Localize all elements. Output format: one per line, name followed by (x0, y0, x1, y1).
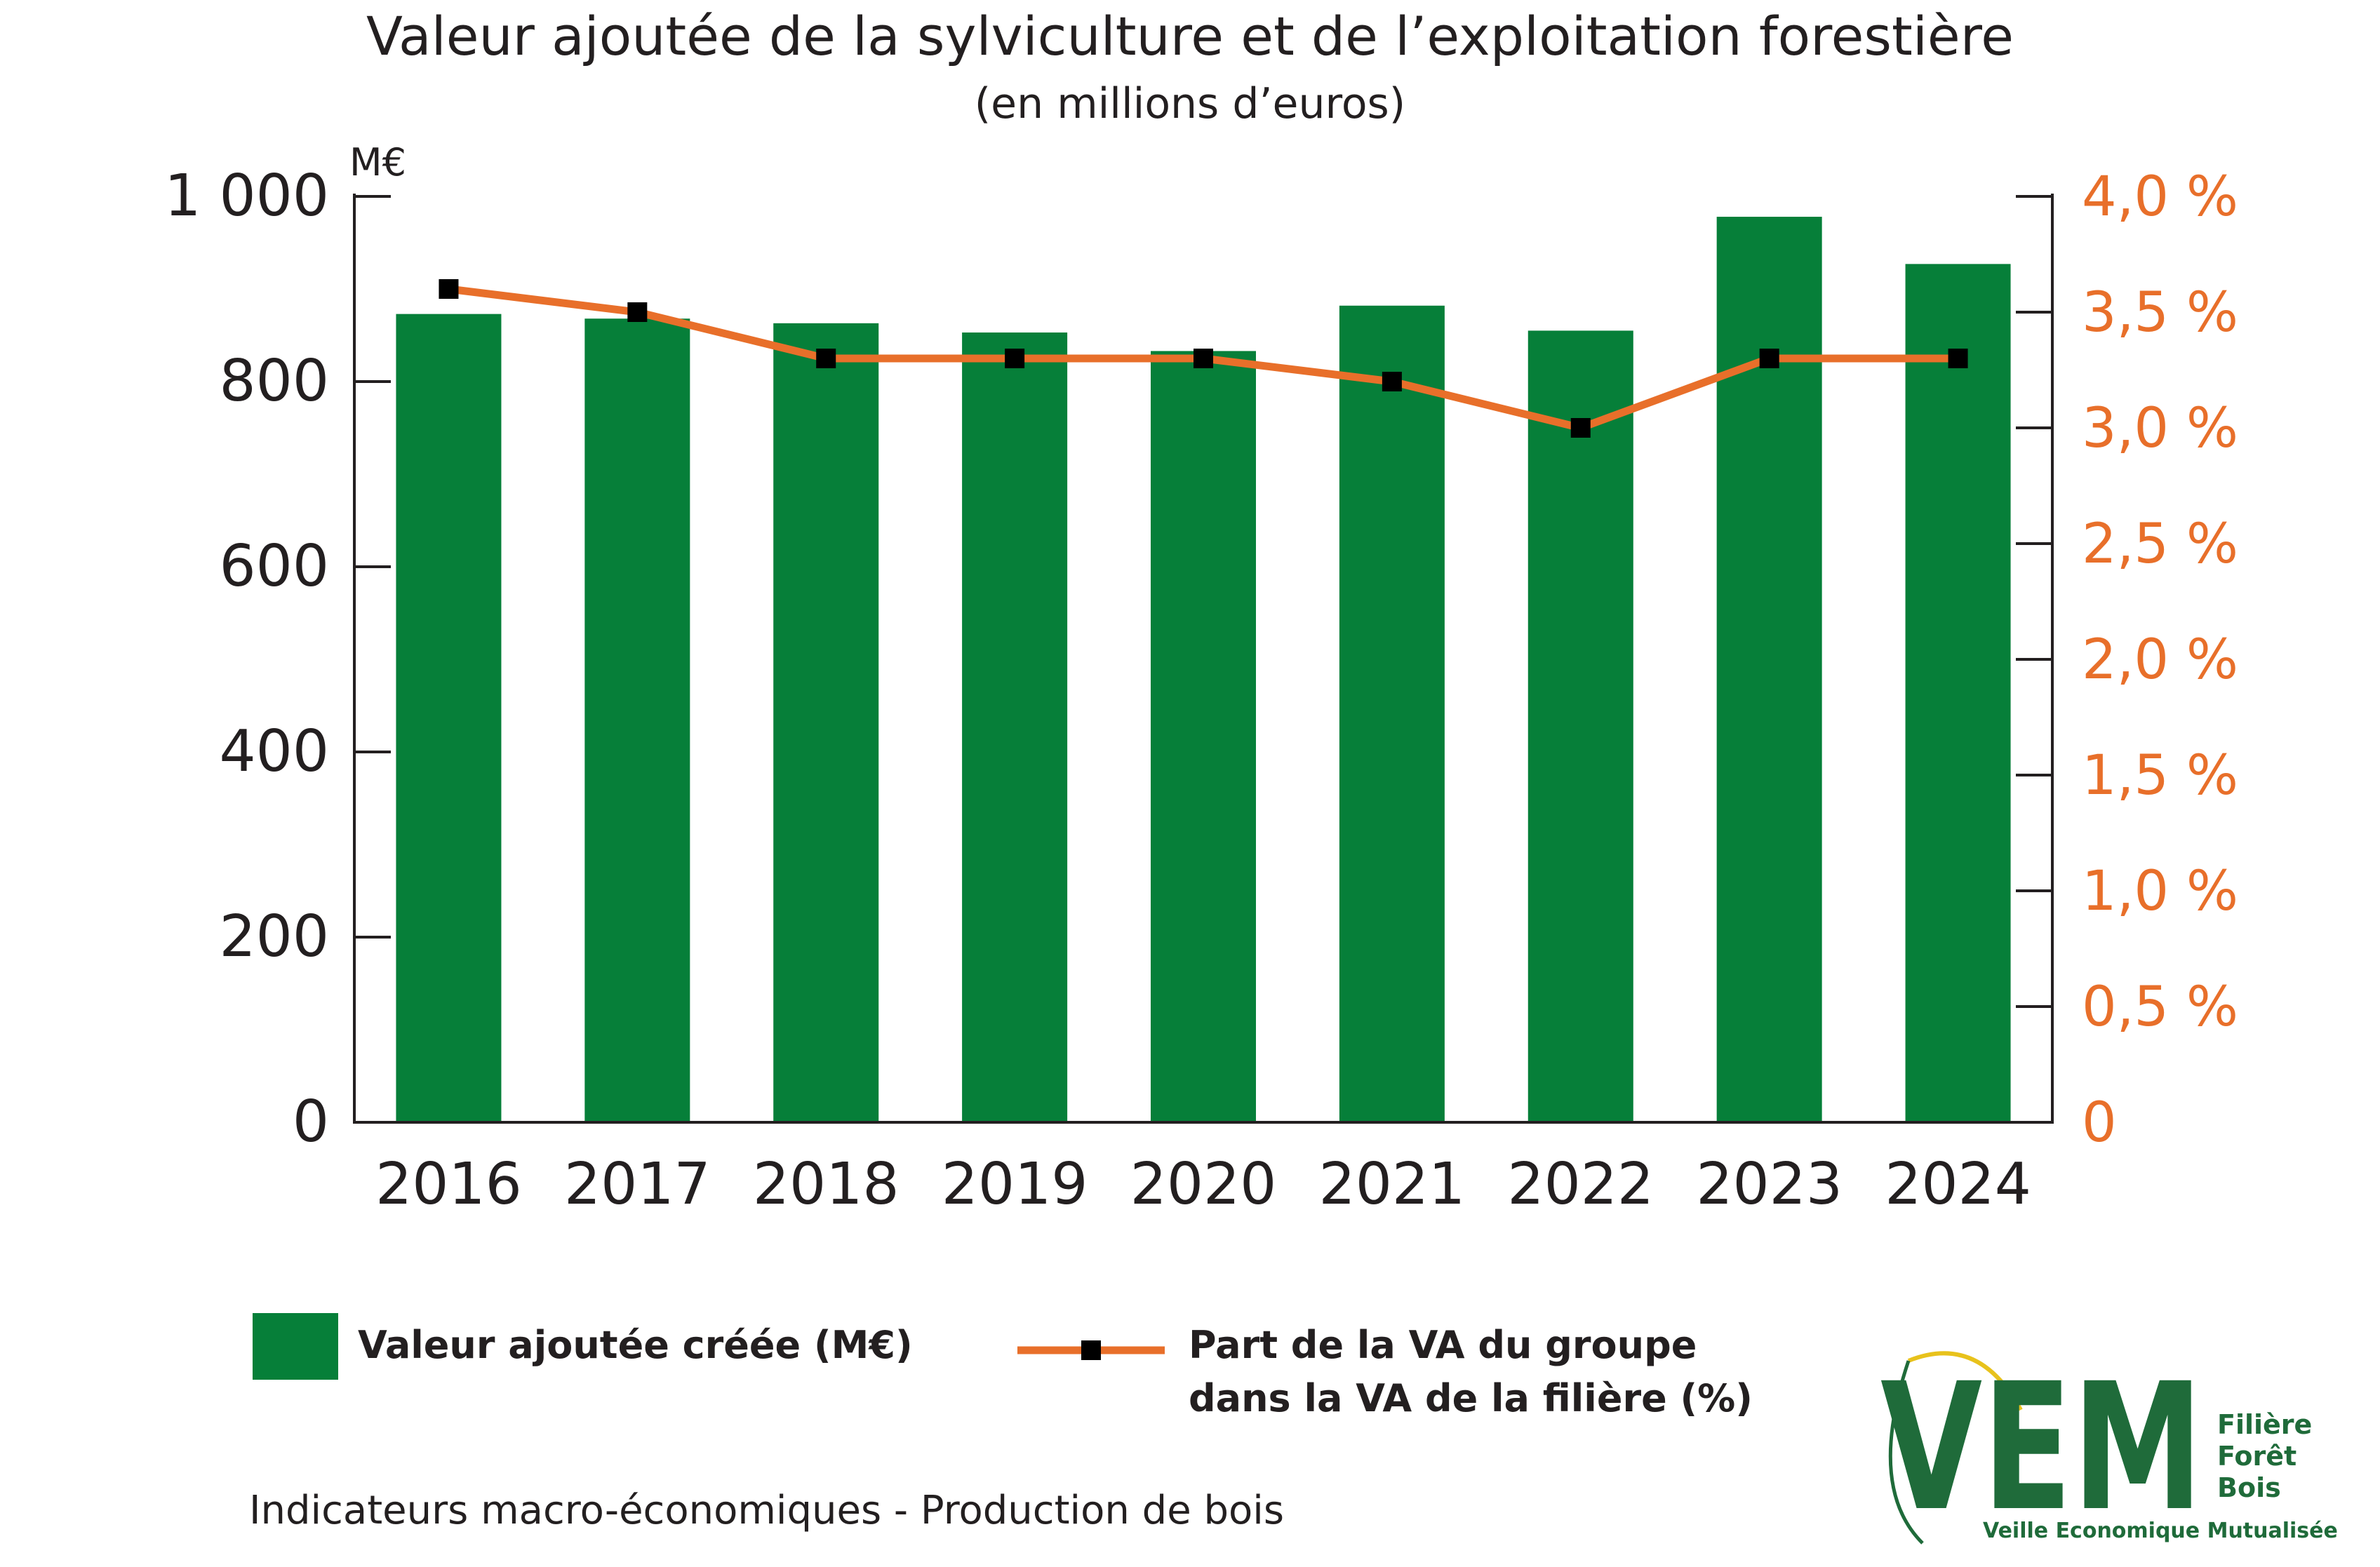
bar-2019 (962, 332, 1068, 1122)
right-tick-label-2.5: 2,5 % (2082, 513, 2238, 576)
x-axis-labels: 2016 2017 2018 2019 2020 2021 2022 2023 2024 (375, 1151, 2031, 1218)
x-label-2021: 2021 (1319, 1151, 1466, 1218)
legend: Valeur ajoutée créée (M€) Part de la VA … (253, 1313, 1753, 1420)
logo-letters: VEM (1880, 1345, 2203, 1549)
line-marker-2016 (439, 279, 459, 299)
legend-label-line-2: dans la VA de la filière (%) (1189, 1376, 1753, 1420)
right-tick-label-0: 0 (2082, 1091, 2117, 1155)
legend-swatch-marker (1081, 1340, 1101, 1360)
logo-arc-yellow (1907, 1351, 2023, 1411)
chart-subtitle: (en millions d’euros) (975, 79, 1405, 128)
right-tick-label-4: 4,0 % (2082, 166, 2238, 229)
footer-caption: Indicateurs macro-économiques - Producti… (249, 1488, 1284, 1533)
logo-text-filiere: Filière (2217, 1409, 2312, 1440)
right-tick-label-3.5: 3,5 % (2082, 281, 2238, 344)
right-tick-label-2: 2,0 % (2082, 628, 2238, 692)
line-marker-2023 (1759, 349, 1779, 368)
legend-label-bar: Valeur ajoutée créée (M€) (358, 1323, 913, 1367)
right-tick-label-1: 1,0 % (2082, 860, 2238, 923)
line-marker-2020 (1194, 349, 1213, 368)
logo-text-bois: Bois (2217, 1472, 2281, 1503)
bar-2021 (1339, 305, 1445, 1122)
bar-2022 (1527, 330, 1633, 1122)
line-marker-2017 (627, 302, 648, 322)
left-axis-unit: M€ (349, 140, 406, 184)
bar-2020 (1151, 351, 1256, 1123)
legend-swatch-bar (253, 1313, 338, 1380)
left-tick-label-0: 0 (293, 1089, 329, 1155)
line-marker-2019 (1005, 349, 1025, 368)
bars-group (396, 217, 2011, 1123)
left-tick-label-200: 200 (219, 903, 329, 970)
x-label-2017: 2017 (564, 1151, 711, 1218)
bar-2017 (584, 318, 690, 1122)
left-tick-label-600: 600 (219, 533, 329, 600)
right-tick-label-1.5: 1,5 % (2082, 744, 2238, 807)
left-tick-label-800: 800 (219, 348, 329, 415)
x-label-2022: 2022 (1507, 1151, 1654, 1218)
x-label-2024: 2024 (1885, 1151, 2031, 1218)
x-label-2020: 2020 (1130, 1151, 1277, 1218)
bar-2018 (773, 323, 879, 1123)
bar-2016 (396, 314, 502, 1122)
x-label-2018: 2018 (753, 1151, 900, 1218)
line-marker-2018 (816, 349, 836, 368)
left-axis-ticks: 0 200 400 600 800 1 000 (164, 163, 391, 1155)
legend-label-line-1: Part de la VA du groupe (1189, 1323, 1697, 1367)
x-label-2019: 2019 (942, 1151, 1088, 1218)
x-label-2023: 2023 (1696, 1151, 1843, 1218)
vem-logo: VEM Filière Forêt Bois Veille Economique… (1880, 1345, 2338, 1549)
logo-text-foret: Forêt (2217, 1441, 2297, 1472)
left-tick-label-400: 400 (219, 718, 329, 785)
left-tick-label-1000: 1 000 (164, 163, 329, 229)
share-line-series (439, 279, 1968, 438)
line-marker-2021 (1382, 372, 1402, 391)
right-tick-label-0.5: 0,5 % (2082, 976, 2238, 1039)
bar-2024 (1905, 264, 2011, 1122)
logo-tagline: Veille Economique Mutualisée (1983, 1519, 2338, 1543)
chart-title: Valeur ajoutée de la sylviculture et de … (366, 5, 2014, 67)
line-marker-2024 (1948, 349, 1968, 368)
right-tick-label-3: 3,0 % (2082, 397, 2238, 460)
logo-arc-green (1888, 1360, 1924, 1545)
line-marker-2022 (1570, 418, 1591, 438)
x-label-2016: 2016 (375, 1151, 522, 1218)
right-axis-ticks: 0 0,5 % 1,0 % 1,5 % 2,0 % 2,5 % 3,0 % 3,5 % 4,0 … (2016, 166, 2238, 1155)
